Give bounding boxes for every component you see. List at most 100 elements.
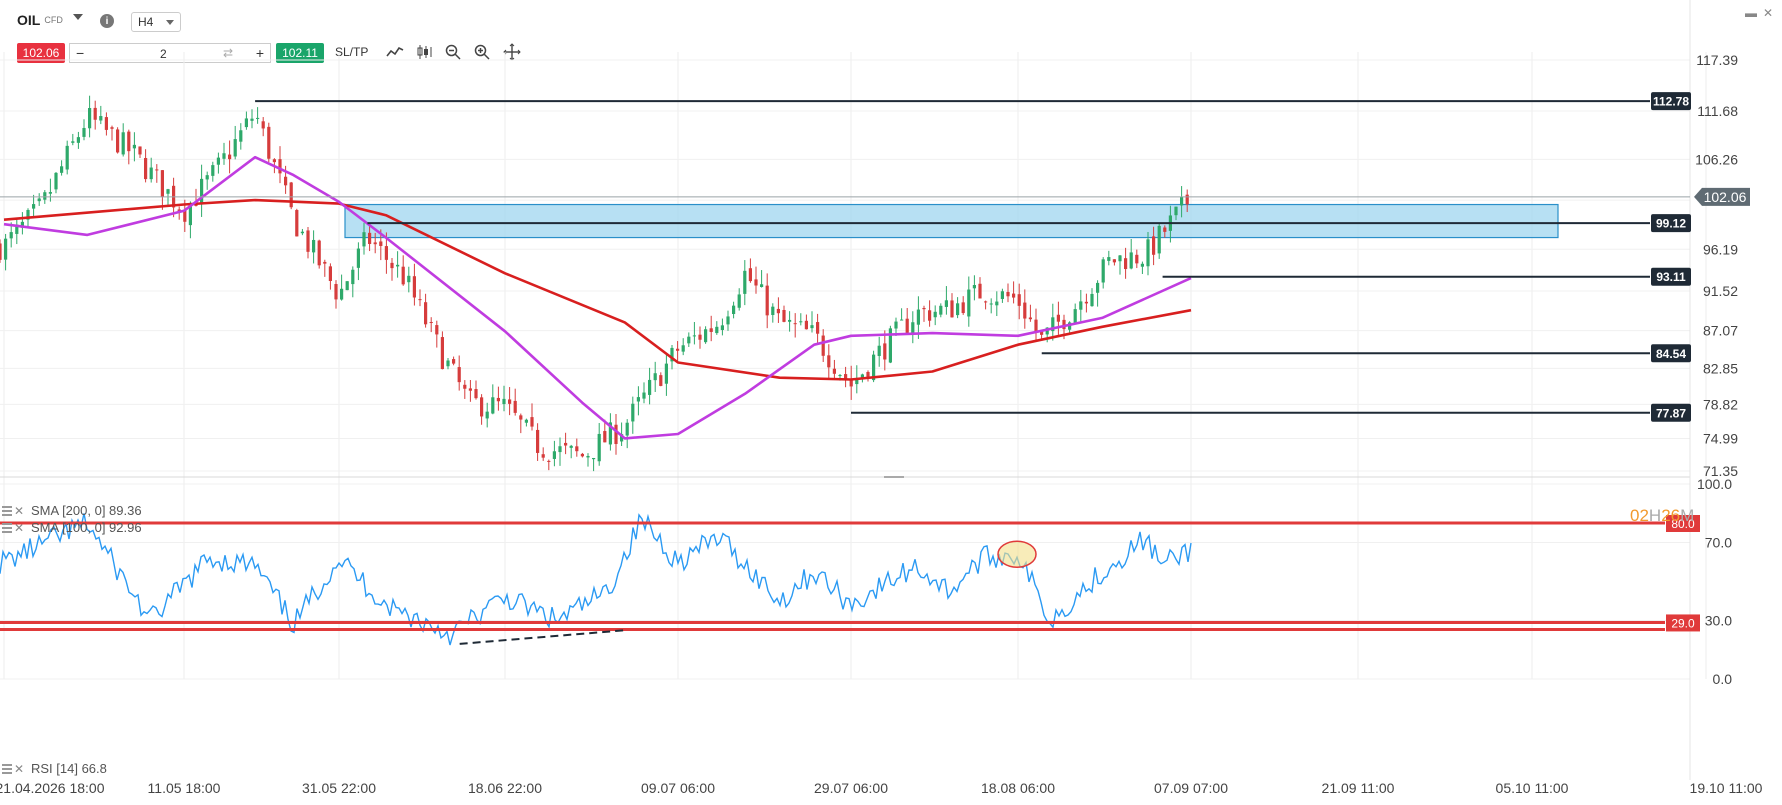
candle-body-187 <box>1045 327 1049 335</box>
timeframe-select[interactable]: H4 <box>131 12 181 32</box>
candle-body-3 <box>15 224 19 234</box>
candle-body-108 <box>603 431 607 443</box>
candle-body-158 <box>883 343 887 360</box>
symbol-dropdown-icon[interactable] <box>73 14 83 20</box>
candle-body-19 <box>104 117 108 130</box>
timeframe-value: H4 <box>138 15 154 29</box>
plus-icon[interactable]: + <box>255 45 264 61</box>
candle-body-154 <box>860 374 864 379</box>
zoom-out-icon[interactable] <box>443 42 463 62</box>
candle-body-150 <box>838 375 842 377</box>
candle-body-76 <box>424 302 428 325</box>
candle-body-51 <box>284 176 288 186</box>
candle-body-199 <box>1112 259 1116 263</box>
candle-body-85 <box>474 389 478 399</box>
sell-button[interactable]: 102.06 <box>17 43 65 63</box>
candle-body-194 <box>1084 301 1088 304</box>
candle-body-95 <box>530 417 534 427</box>
level-label-3: 84.54 <box>1656 347 1686 361</box>
candle-body-118 <box>659 375 663 386</box>
rsi-level-tag-1 <box>1666 614 1700 632</box>
candle-body-112 <box>625 422 629 436</box>
candle-body-89 <box>496 397 500 402</box>
candle-body-29 <box>160 170 164 197</box>
rsi-line <box>0 513 1192 646</box>
candle-body-128 <box>715 326 719 334</box>
candle-body-117 <box>653 373 657 381</box>
sma-legend-1-menu-icon-a <box>2 523 12 525</box>
candle-body-138 <box>771 306 775 316</box>
candle-body-207 <box>1157 225 1161 254</box>
candle-body-72 <box>401 266 405 285</box>
level-label-4: 77.87 <box>1656 406 1686 420</box>
candle-body-37 <box>205 175 209 180</box>
quantity-stepper[interactable]: − 2 ⇄ + <box>69 43 271 63</box>
candle-body-175 <box>978 283 982 299</box>
toolbar: OIL CFD i H4 102.06 − 2 ⇄ + 102.11 SL/TP … <box>0 0 1782 66</box>
candle-body-132 <box>737 294 741 308</box>
candle-body-152 <box>849 378 853 387</box>
candle-body-129 <box>720 325 724 331</box>
sma-legend-1-menu-icon-b <box>2 527 12 529</box>
candle-body-166 <box>928 310 932 321</box>
candle-body-60 <box>334 284 338 300</box>
sltp-button[interactable]: SL/TP <box>335 45 369 59</box>
zoom-in-icon[interactable] <box>472 42 492 62</box>
quantity-value[interactable]: 2 <box>160 47 167 61</box>
info-icon[interactable]: i <box>100 14 114 28</box>
chevron-down-icon <box>166 20 174 25</box>
candle-body-87 <box>485 411 489 419</box>
candle-body-16 <box>88 108 92 129</box>
candle-body-4 <box>20 221 24 228</box>
candle-body-157 <box>877 345 881 357</box>
candle-body-140 <box>782 309 786 322</box>
candle-body-139 <box>776 308 780 314</box>
line-chart-icon[interactable] <box>385 42 405 62</box>
rsi-trendline <box>459 629 625 645</box>
price-tick-7: 82.85 <box>1703 360 1738 376</box>
candle-body-21 <box>116 129 120 153</box>
rsi-legend-menu-icon-c <box>2 772 12 774</box>
candle-body-142 <box>793 323 797 325</box>
candle-body-91 <box>508 399 512 404</box>
sma-legend-1-menu-icon-c <box>2 531 12 533</box>
minimize-icon[interactable]: ▬ <box>1745 6 1757 20</box>
candle-body-123 <box>687 336 691 344</box>
candle-body-45 <box>250 118 254 121</box>
candle-body-120 <box>670 347 674 362</box>
buy-button[interactable]: 102.11 <box>276 43 324 63</box>
candle-body-115 <box>642 392 646 399</box>
candle-body-195 <box>1090 293 1094 307</box>
close-icon[interactable]: ✕ <box>1763 6 1774 20</box>
candle-body-198 <box>1107 257 1111 261</box>
candle-body-63 <box>351 269 355 285</box>
candle-body-111 <box>620 434 624 442</box>
rsi-legend-menu-icon-b <box>2 768 12 770</box>
level-label-0: 112.78 <box>1653 95 1689 109</box>
minus-icon[interactable]: − <box>76 45 85 61</box>
crosshair-icon[interactable] <box>502 42 522 62</box>
candle-body-113 <box>631 403 635 422</box>
sma-line-0 <box>3 198 1192 381</box>
candle-body-12 <box>65 145 69 170</box>
candle-body-186 <box>1040 330 1044 335</box>
candle-body-176 <box>984 301 988 303</box>
candle-body-119 <box>664 363 668 384</box>
time-tick-3: 18.06 22:00 <box>468 780 542 796</box>
candle-body-82 <box>457 367 461 383</box>
candle-body-24 <box>132 144 136 149</box>
candle-body-78 <box>435 325 439 335</box>
rsi-legend-menu-icon-a <box>2 764 12 766</box>
candle-body-174 <box>972 285 976 289</box>
rsi-panel: 80.0 29.0 <box>0 513 1700 646</box>
candlestick-icon[interactable] <box>415 42 435 62</box>
candle-body-97 <box>541 454 545 458</box>
candle-body-178 <box>995 301 999 306</box>
symbol-name[interactable]: OIL CFD <box>17 12 63 28</box>
swap-icon[interactable]: ⇄ <box>223 46 234 60</box>
grid <box>0 0 1707 780</box>
candle-body-147 <box>821 335 825 356</box>
candle-body-149 <box>832 368 836 374</box>
time-tick-0: 21.04.2026 18:00 <box>0 780 105 796</box>
